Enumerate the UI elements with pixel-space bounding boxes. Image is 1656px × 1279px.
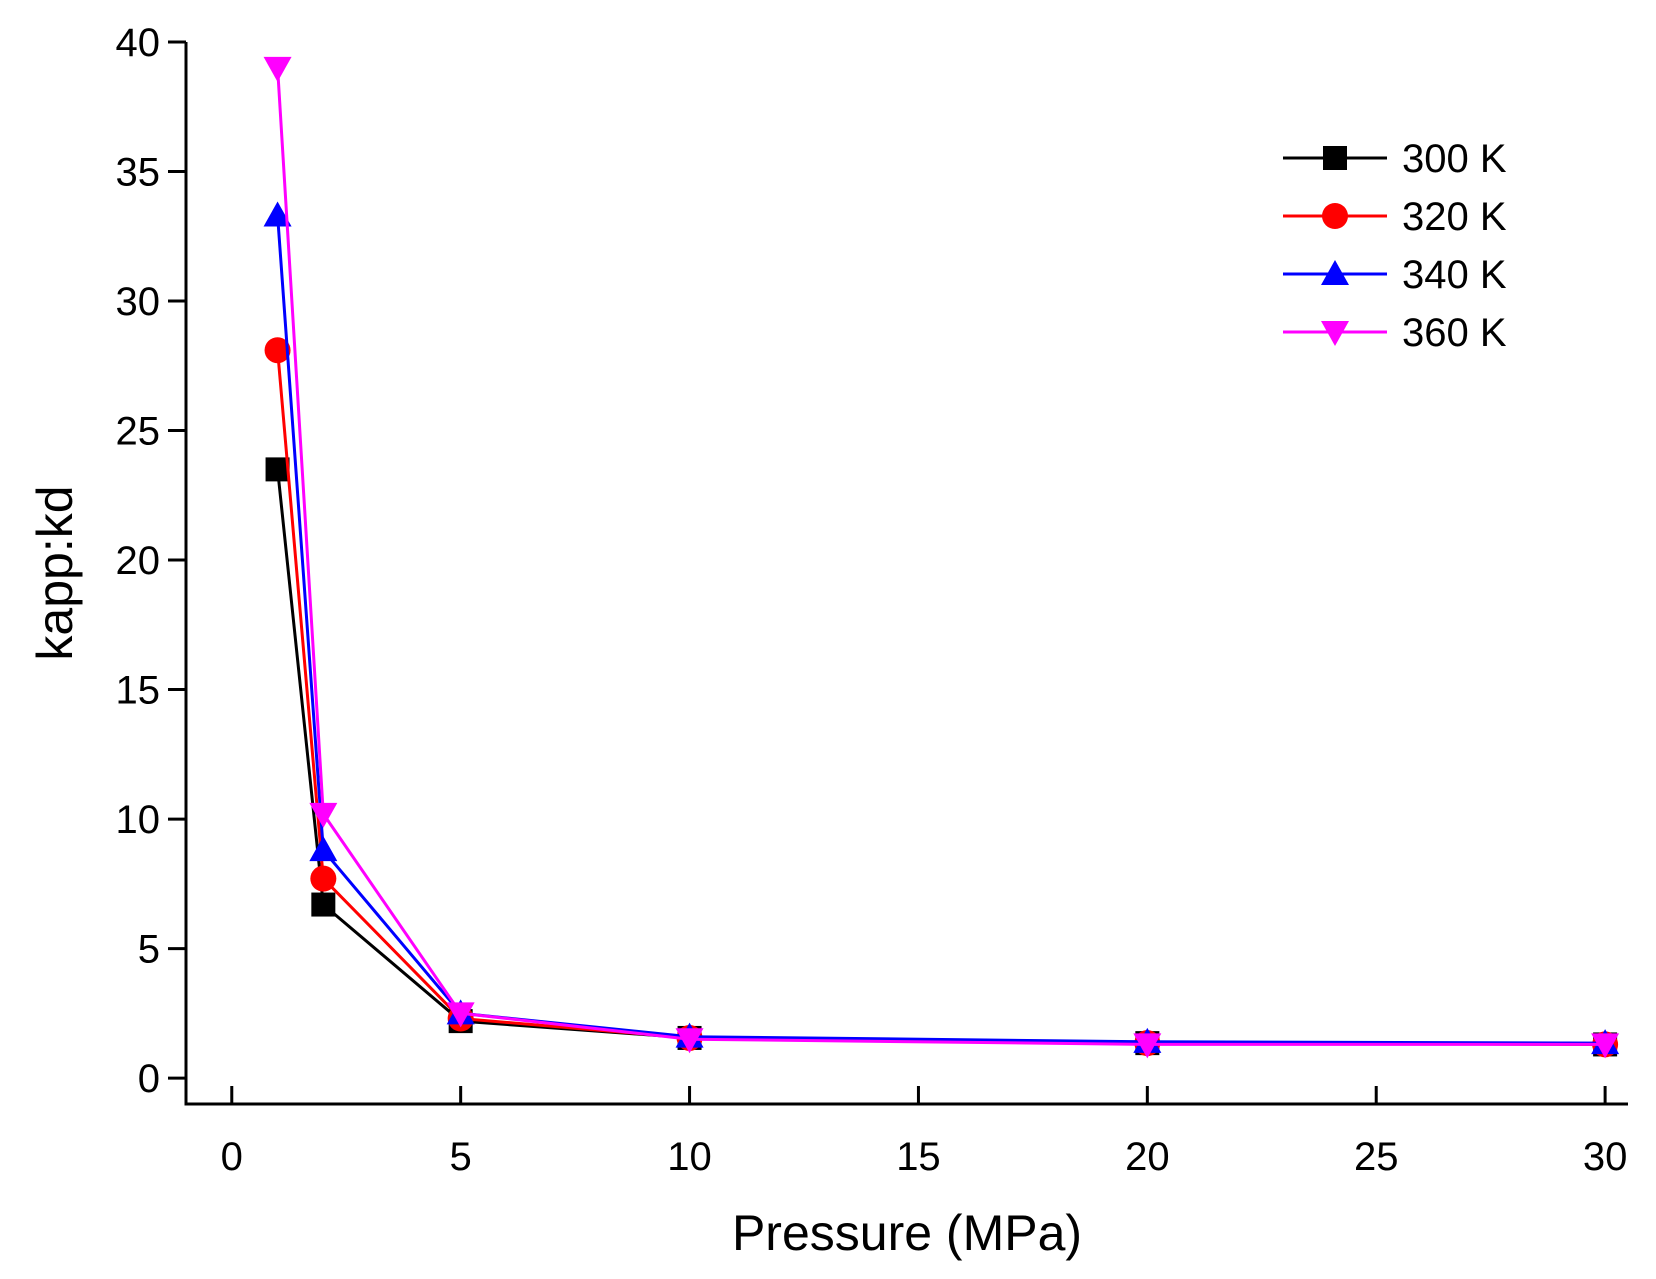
data-point [311,892,336,917]
x-tick-label: 0 [221,1135,243,1179]
series-line [276,469,1606,1046]
x-tick-label: 25 [1354,1135,1399,1179]
x-tick-label: 30 [1583,1135,1628,1179]
legend-swatch-marker [1322,203,1348,229]
legend-label: 300 K [1402,137,1507,181]
x-tick-label: 20 [1125,1135,1170,1179]
legend-swatch-marker [1323,146,1347,170]
y-tick-label: 15 [116,669,161,713]
data-point [446,1002,475,1028]
data-point [1591,1033,1620,1059]
data-point [675,1028,704,1054]
y-tick-label: 40 [116,21,161,65]
y-tick-label: 0 [138,1057,160,1101]
legend-label: 340 K [1402,253,1507,297]
x-axis-title: Pressure (MPa) [732,1205,1082,1261]
data-point [265,457,290,482]
data-point [263,201,292,227]
data-point [310,865,337,892]
y-tick-label: 35 [116,151,161,195]
data-point [309,802,338,828]
legend-label: 320 K [1402,195,1507,239]
data-point [1133,1033,1162,1059]
data-point [264,337,291,364]
y-tick-label: 10 [116,798,161,842]
data-point [263,56,292,82]
x-tick-label: 10 [667,1135,712,1179]
chart-axes: 0 5 10 15 20 25 30 35 40 0 5 10 15 20 25 30 [116,21,1628,1179]
legend-item: 320 K [1283,195,1507,239]
series-group [263,56,1620,1059]
legend-swatch-marker [1321,260,1349,285]
legend-swatch-marker [1321,321,1349,346]
y-tick-label: 5 [138,928,160,972]
data-point [309,836,338,862]
y-tick-label: 30 [116,280,161,324]
series-group [265,457,1618,1057]
series-line [276,350,1606,1046]
y-axis-title: kapp:kd [27,485,83,660]
legend-item: 340 K [1283,253,1507,297]
x-tick-label: 15 [896,1135,941,1179]
x-tick-label: 5 [450,1135,472,1179]
chart-legend: 300 K 320 K 340 K 360 K [1283,137,1507,355]
y-tick-label: 20 [116,539,161,583]
legend-item: 300 K [1283,137,1507,181]
legend-item: 360 K [1283,311,1507,355]
series-group [264,337,1619,1058]
chart-series [263,56,1620,1059]
series-line [276,67,1606,1046]
legend-label: 360 K [1402,311,1507,355]
y-tick-label: 25 [116,410,161,454]
